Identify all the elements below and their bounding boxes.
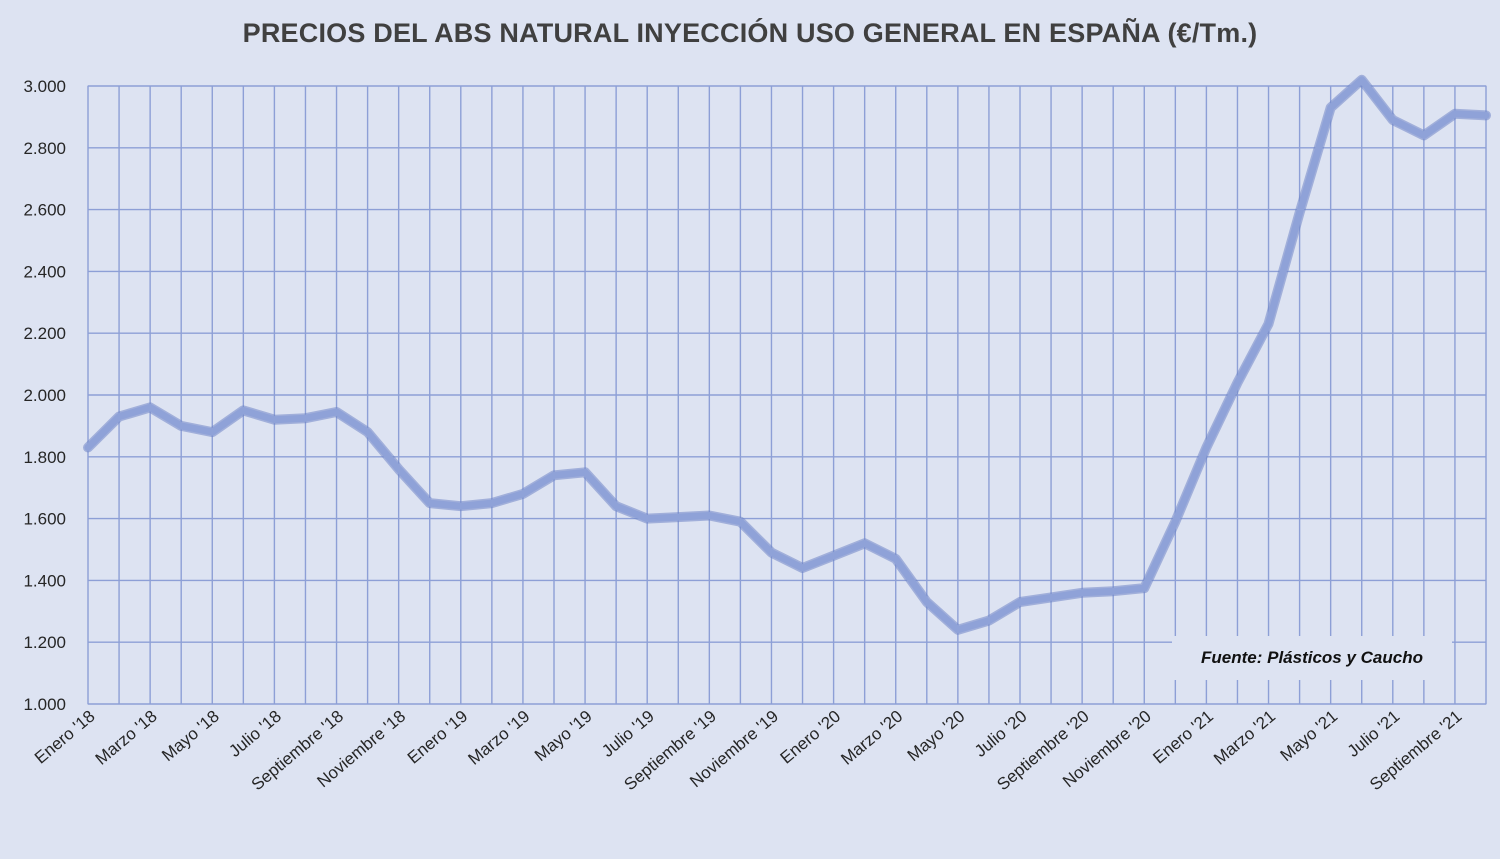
data-point <box>708 514 711 517</box>
data-point <box>1019 601 1022 604</box>
data-point <box>987 619 990 622</box>
data-point <box>1081 591 1084 594</box>
data-point <box>615 505 618 508</box>
x-tick-label: Marzo '18 <box>92 707 161 769</box>
chart-title: PRECIOS DEL ABS NATURAL INYECCIÓN USO GE… <box>242 18 1258 48</box>
data-point <box>1205 446 1208 449</box>
x-tick-label: Julio '21 <box>1344 707 1404 761</box>
data-point <box>832 554 835 557</box>
grid-lines <box>87 85 1487 705</box>
data-point <box>1485 114 1488 117</box>
y-tick-label: 2.400 <box>23 262 66 281</box>
data-point <box>770 551 773 554</box>
y-tick-label: 3.000 <box>23 77 66 96</box>
data-point <box>584 471 587 474</box>
x-tick-label: Marzo '19 <box>465 707 534 769</box>
data-point <box>118 415 121 418</box>
data-point <box>1050 596 1053 599</box>
x-tick-label: Enero '19 <box>404 707 472 768</box>
y-tick-label: 2.600 <box>23 201 66 220</box>
data-point <box>397 468 400 471</box>
y-tick-label: 1.200 <box>23 633 66 652</box>
x-tick-label: Mayo '18 <box>158 707 223 766</box>
series-line <box>84 76 1490 634</box>
data-point <box>428 502 431 505</box>
data-point <box>459 505 462 508</box>
data-point <box>1391 118 1394 121</box>
data-point <box>1422 134 1425 137</box>
x-tick-label: Julio '20 <box>971 707 1031 761</box>
data-point <box>1112 590 1115 593</box>
x-tick-label: Mayo '20 <box>904 707 969 766</box>
data-point <box>925 601 928 604</box>
data-point <box>956 628 959 631</box>
data-point <box>1236 381 1239 384</box>
data-point <box>1143 587 1146 590</box>
data-point <box>273 418 276 421</box>
data-point <box>553 474 556 477</box>
y-tick-label: 2.200 <box>23 324 66 343</box>
x-tick-label: Mayo '21 <box>1277 707 1342 766</box>
data-point <box>304 417 307 420</box>
data-point <box>1453 112 1456 115</box>
data-point <box>242 409 245 412</box>
data-point <box>677 516 680 519</box>
data-point <box>801 567 804 570</box>
data-point <box>335 410 338 413</box>
x-tick-label: Mayo '19 <box>531 707 596 766</box>
data-point <box>646 517 649 520</box>
series-line <box>83 74 1491 635</box>
data-point <box>1174 520 1177 523</box>
x-tick-label: Enero '20 <box>777 707 845 768</box>
x-tick-label: Enero '21 <box>1149 707 1217 768</box>
data-point <box>863 542 866 545</box>
y-tick-label: 1.400 <box>23 571 66 590</box>
data-point <box>180 424 183 427</box>
y-tick-label: 1.600 <box>23 510 66 529</box>
y-tick-label: 1.800 <box>23 448 66 467</box>
data-point <box>366 431 369 434</box>
y-tick-label: 2.800 <box>23 139 66 158</box>
series-line-shadow <box>83 74 1491 635</box>
data-point <box>1267 322 1270 325</box>
data-point <box>521 492 524 495</box>
data-point <box>1329 106 1332 109</box>
data-point <box>87 446 90 449</box>
x-tick-label: Julio '19 <box>598 707 658 761</box>
source-note: Fuente: Plásticos y Caucho <box>1172 636 1452 680</box>
y-tick-label: 2.000 <box>23 386 66 405</box>
x-tick-label: Marzo '20 <box>837 707 906 769</box>
data-point <box>739 520 742 523</box>
data-point <box>490 502 493 505</box>
data-point <box>1298 211 1301 214</box>
data-point <box>1360 78 1363 81</box>
data-point <box>211 431 214 434</box>
y-tick-label: 1.000 <box>23 695 66 714</box>
y-axis-ticks: 1.000 1.200 1.400 1.600 1.800 2.000 2.200 2.400… <box>23 77 66 714</box>
data-point <box>149 406 152 409</box>
x-tick-label: Enero '18 <box>31 707 99 768</box>
data-point <box>894 557 897 560</box>
x-tick-label: Julio '18 <box>225 707 285 761</box>
x-tick-label: Marzo '21 <box>1210 707 1279 769</box>
